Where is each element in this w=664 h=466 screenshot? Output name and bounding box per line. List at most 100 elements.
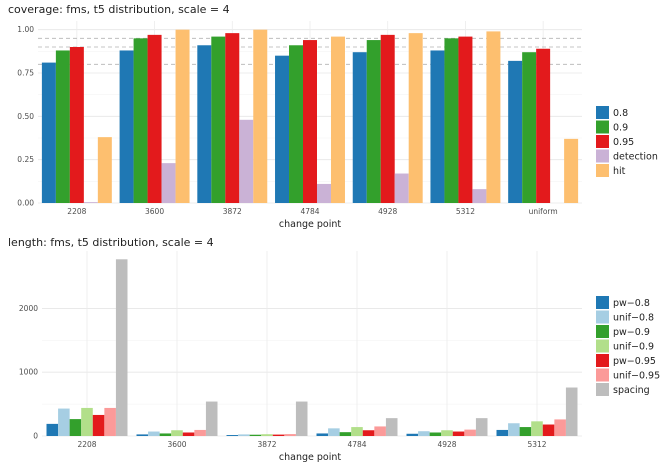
coverage-legend-label: 0.95: [613, 137, 634, 148]
length-bar: [249, 434, 262, 436]
length-bar: [46, 423, 59, 436]
coverage-bar: [211, 36, 226, 203]
coverage-bar: [472, 189, 487, 203]
length-bar: [284, 434, 296, 436]
coverage-legend-swatch: [596, 149, 609, 163]
coverage-x-tick-label: 3872: [223, 207, 242, 216]
coverage-bar: [119, 50, 134, 203]
length-bar: [362, 430, 375, 436]
length-bar: [496, 429, 509, 436]
coverage-bar: [522, 52, 537, 204]
coverage-chart-title: coverage: fms, t5 distribution, scale = …: [8, 3, 230, 16]
length-legend-label: pw−0.9: [613, 327, 650, 338]
length-legend-label: unif−0.8: [613, 313, 654, 324]
length-legend-swatch: [596, 383, 609, 396]
length-bar: [238, 434, 250, 436]
length-y-tick-label: 1000: [19, 368, 38, 377]
coverage-bar: [330, 36, 345, 203]
coverage-bar: [225, 33, 240, 204]
coverage-bar: [83, 202, 98, 203]
length-bar: [69, 419, 82, 436]
length-panel: length: fms, t5 distribution, scale = 4 …: [8, 236, 660, 463]
length-bar: [171, 430, 183, 436]
length-bar: [261, 434, 273, 436]
coverage-bar: [133, 38, 148, 204]
coverage-legend-label: 0.9: [613, 123, 628, 134]
length-legend-label: pw−0.95: [613, 356, 656, 367]
length-bar: [226, 435, 239, 436]
length-bar: [182, 432, 195, 436]
length-legend-label: unif−0.9: [613, 342, 654, 353]
length-legend-label: unif−0.95: [613, 371, 660, 382]
coverage-legend-label: 0.8: [613, 108, 628, 119]
coverage-bar: [444, 38, 459, 204]
length-bar: [205, 401, 218, 436]
coverage-bar: [275, 55, 290, 203]
length-bar: [418, 431, 430, 436]
length-bar: [115, 259, 128, 436]
coverage-bar: [197, 45, 212, 204]
length-bar: [81, 407, 93, 436]
length-x-tick-label: 3872: [257, 440, 276, 449]
coverage-panel: coverage: fms, t5 distribution, scale = …: [8, 3, 658, 230]
coverage-bar: [289, 45, 304, 204]
length-bar: [148, 431, 160, 436]
coverage-y-tick-label: 1.00: [17, 25, 34, 34]
length-bar: [351, 427, 363, 436]
length-bar: [441, 430, 453, 436]
length-bar: [328, 428, 340, 436]
length-bar: [452, 431, 465, 436]
coverage-bar: [69, 47, 84, 203]
length-bar: [194, 429, 206, 436]
length-bar: [159, 433, 172, 436]
coverage-legend-label: hit: [613, 166, 626, 177]
length-y-tick-label: 2000: [19, 304, 38, 313]
coverage-bar: [316, 183, 331, 203]
length-y-tick-labels: 0 1000 2000: [19, 304, 38, 441]
coverage-bar: [253, 29, 268, 203]
length-legend-label: pw−0.8: [613, 298, 650, 309]
coverage-bar: [408, 33, 423, 204]
coverage-bar: [41, 62, 56, 203]
coverage-bar: [175, 29, 190, 203]
length-x-tick-label: 4928: [437, 440, 456, 449]
length-bar: [374, 426, 386, 436]
coverage-bar: [536, 48, 551, 203]
coverage-x-tick-label: 5312: [456, 207, 475, 216]
length-legend-swatch: [596, 296, 609, 309]
coverage-bar: [380, 34, 395, 203]
length-y-tick-label: 0: [33, 432, 38, 441]
coverage-legend: 0.8 0.9 0.95 detection hit: [596, 106, 658, 177]
length-legend-swatch: [596, 368, 609, 382]
coverage-bar: [486, 31, 501, 204]
coverage-bars: [41, 29, 579, 204]
coverage-bar: [394, 173, 409, 203]
length-gridlines: [42, 251, 582, 437]
length-bar: [295, 401, 308, 436]
length-bar: [429, 432, 442, 436]
length-x-tick-label: 5312: [527, 440, 546, 449]
coverage-x-tick-labels: 2208 3600 3872 4784 4928 5312 uniform: [67, 207, 557, 216]
length-legend: pw−0.8 unif−0.8 pw−0.9 unif−0.9 pw−0.95 unif−…: [596, 296, 660, 396]
length-x-tick-label: 3600: [167, 440, 186, 449]
length-bar: [136, 434, 149, 436]
length-bar: [542, 424, 555, 436]
coverage-x-tick-label: 3600: [145, 207, 164, 216]
length-bar: [104, 407, 116, 436]
coverage-bar: [352, 52, 367, 204]
coverage-bar: [147, 34, 162, 203]
length-bar: [508, 423, 520, 436]
length-bar: [531, 421, 543, 436]
coverage-x-tick-label: 2208: [67, 207, 86, 216]
coverage-y-tick-label: 0.25: [17, 155, 34, 164]
length-chart-title: length: fms, t5 distribution, scale = 4: [8, 236, 214, 249]
coverage-x-tick-label: uniform: [529, 207, 558, 216]
coverage-bar: [508, 60, 523, 203]
length-bar: [406, 433, 419, 436]
length-bar: [92, 414, 105, 436]
length-legend-swatch: [596, 354, 609, 367]
length-bar: [565, 387, 578, 436]
length-bar: [475, 418, 488, 436]
coverage-y-tick-label: 0.50: [17, 112, 34, 121]
